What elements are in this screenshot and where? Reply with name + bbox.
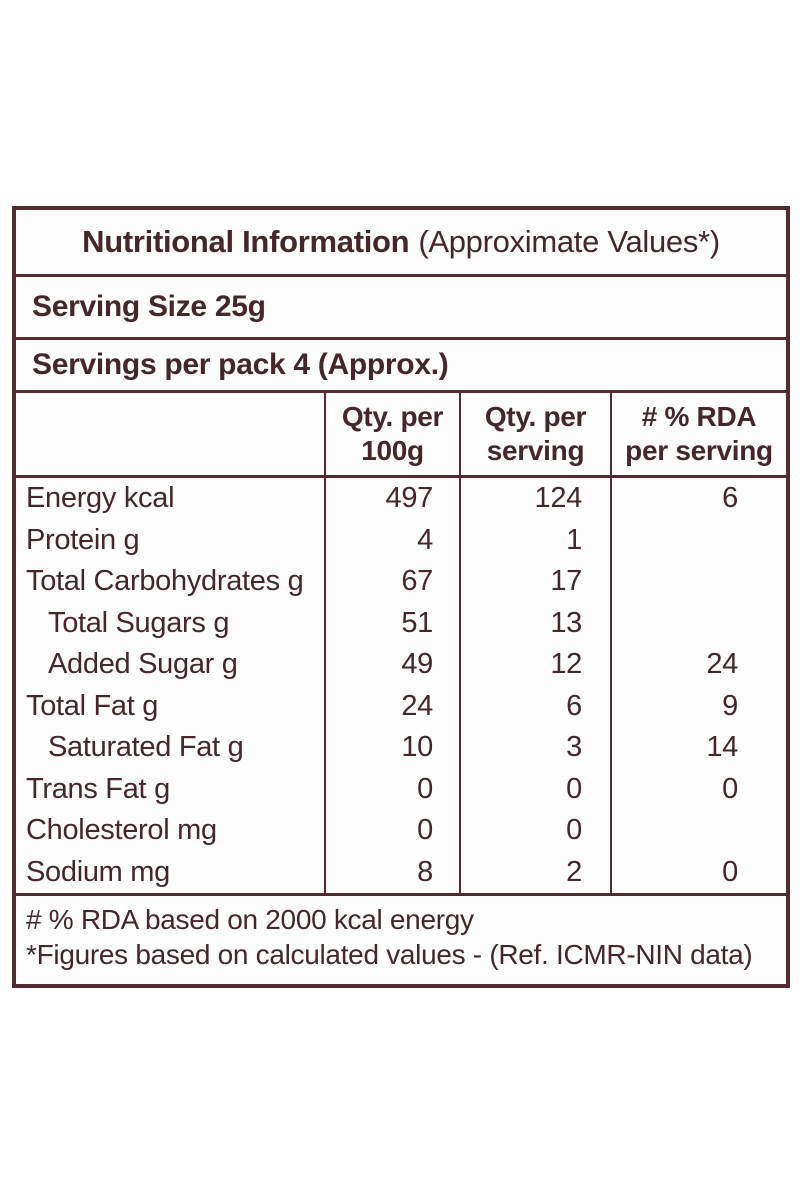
value-per-serving: 2 <box>459 851 610 893</box>
footnote-figures: *Figures based on calculated values - (R… <box>26 939 753 970</box>
serving-size-text: Serving Size 25g <box>32 290 266 323</box>
value-per-serving: 6 <box>459 685 610 727</box>
nutrient-row: Total Sugars g 51 13 <box>16 602 786 644</box>
header-cell-rda-per-serving: # % RDA per serving <box>610 393 786 475</box>
nutrient-name: Total Sugars g <box>48 606 230 639</box>
value-per-100g: 497 <box>324 478 459 520</box>
value-rda-per-serving: 14 <box>610 727 786 769</box>
value-per-100g: 49 <box>324 644 459 686</box>
nutrient-row: Sodium mg 8 2 0 <box>16 851 786 893</box>
nutrient-name: Sodium mg <box>26 855 170 888</box>
nutrient-row: Total Fat g 24 6 9 <box>16 685 786 727</box>
value-per-100g: 8 <box>324 851 459 893</box>
header-cell-qty-per-100g: Qty. per 100g <box>324 393 459 475</box>
label-title-main: Nutritional Information <box>82 224 410 259</box>
header-line: serving <box>486 435 585 466</box>
nutrient-row: Added Sugar g 49 12 24 <box>16 644 786 686</box>
label-title: Nutritional Information (Approximate Val… <box>16 210 786 277</box>
value-rda-per-serving: 0 <box>610 768 786 810</box>
value-per-100g: 0 <box>324 810 459 852</box>
footnote-rda: # % RDA based on 2000 kcal energy <box>26 904 474 935</box>
value-rda-per-serving <box>610 602 786 644</box>
nutrient-name: Cholesterol mg <box>26 814 217 847</box>
nutrient-rows: Energy kcal 497 124 6 Protein g 4 1 Total Carbo… <box>16 478 786 893</box>
value-per-serving: 0 <box>459 768 610 810</box>
value-rda-per-serving: 6 <box>610 478 786 520</box>
value-per-serving: 0 <box>459 810 610 852</box>
header-cell-qty-per-serving: Qty. per serving <box>459 393 610 475</box>
nutrient-row: Saturated Fat g 10 3 14 <box>16 727 786 769</box>
value-per-serving: 124 <box>459 478 610 520</box>
value-rda-per-serving: 9 <box>610 685 786 727</box>
nutrient-row: Cholesterol mg 0 0 <box>16 810 786 852</box>
header-line: # % RDA <box>641 401 757 432</box>
header-line: Qty. per <box>341 401 444 432</box>
serving-size-row: Serving Size 25g <box>16 277 786 340</box>
value-rda-per-serving: 0 <box>610 851 786 893</box>
nutrient-name: Protein g <box>26 523 140 556</box>
value-per-100g: 4 <box>324 519 459 561</box>
nutrient-name: Saturated Fat g <box>48 731 244 764</box>
value-per-serving: 17 <box>459 561 610 603</box>
header-line: Qty. per <box>484 401 587 432</box>
value-per-serving: 12 <box>459 644 610 686</box>
servings-per-pack-text: Servings per pack 4 (Approx.) <box>32 348 449 381</box>
value-per-serving: 1 <box>459 519 610 561</box>
table-header-row: Qty. per 100g Qty. per serving # % RDA p… <box>16 393 786 478</box>
value-per-100g: 10 <box>324 727 459 769</box>
servings-per-pack-row: Servings per pack 4 (Approx.) <box>16 340 786 393</box>
nutrient-name: Trans Fat g <box>26 772 170 805</box>
value-per-serving: 3 <box>459 727 610 769</box>
value-per-100g: 24 <box>324 685 459 727</box>
nutrient-name: Total Fat g <box>26 689 159 722</box>
value-per-100g: 51 <box>324 602 459 644</box>
value-rda-per-serving: 24 <box>610 644 786 686</box>
nutrient-row: Total Carbohydrates g 67 17 <box>16 561 786 603</box>
value-rda-per-serving <box>610 519 786 561</box>
nutrient-name: Total Carbohydrates g <box>26 565 304 598</box>
nutrient-name: Added Sugar g <box>48 648 238 681</box>
header-cell-blank <box>16 393 324 475</box>
value-per-100g: 67 <box>324 561 459 603</box>
nutrient-row: Energy kcal 497 124 6 <box>16 478 786 520</box>
nutrition-label: Nutritional Information (Approximate Val… <box>12 206 790 988</box>
value-rda-per-serving <box>610 561 786 603</box>
nutrient-name: Energy kcal <box>26 482 175 515</box>
value-rda-per-serving <box>610 810 786 852</box>
header-line: per serving <box>625 435 773 466</box>
footnotes: # % RDA based on 2000 kcal energy *Figur… <box>16 893 786 984</box>
label-title-qualifier: (Approximate Values*) <box>418 224 720 259</box>
header-line: 100g <box>361 435 424 466</box>
value-per-100g: 0 <box>324 768 459 810</box>
value-per-serving: 13 <box>459 602 610 644</box>
